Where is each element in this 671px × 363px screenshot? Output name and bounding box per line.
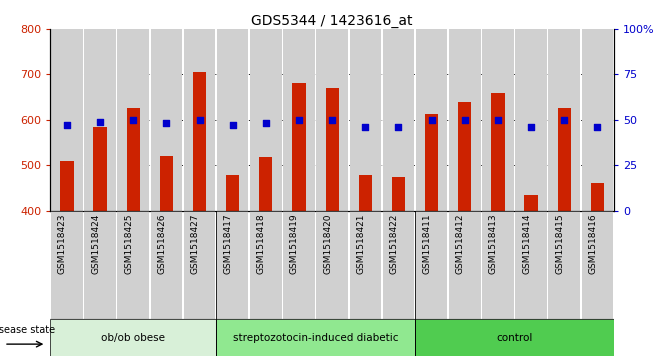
Bar [93, 127, 107, 211]
Bar [293, 83, 305, 211]
Point [493, 117, 503, 123]
Text: GSM1518421: GSM1518421 [356, 214, 365, 274]
Point [227, 122, 238, 128]
Text: GSM1518411: GSM1518411 [423, 214, 431, 274]
Bar [325, 88, 339, 211]
Bar [425, 114, 438, 211]
Bar [117, 211, 149, 319]
Point [95, 119, 105, 125]
Bar [85, 211, 116, 319]
Bar [150, 211, 182, 319]
Text: GSM1518422: GSM1518422 [389, 214, 399, 274]
Point [62, 122, 72, 128]
Bar [127, 109, 140, 211]
Bar [449, 211, 480, 319]
Text: control: control [497, 333, 533, 343]
Bar [382, 29, 414, 211]
Bar [515, 29, 547, 211]
Point [260, 121, 271, 126]
Bar [193, 72, 206, 211]
Bar [85, 29, 116, 211]
Text: GSM1518427: GSM1518427 [191, 214, 199, 274]
Bar [50, 319, 216, 356]
Bar [150, 29, 182, 211]
Bar [259, 158, 272, 211]
Text: GSM1518413: GSM1518413 [489, 214, 498, 274]
Bar [216, 319, 415, 356]
Bar [250, 29, 282, 211]
Bar [226, 175, 240, 211]
Bar [250, 211, 282, 319]
Point [360, 124, 370, 130]
Bar [359, 175, 372, 211]
Bar [415, 319, 614, 356]
Bar [558, 109, 571, 211]
Bar [51, 211, 83, 319]
Bar [525, 195, 537, 211]
Text: GSM1518425: GSM1518425 [124, 214, 134, 274]
Bar [590, 183, 604, 211]
Point [294, 117, 305, 123]
Text: GSM1518418: GSM1518418 [257, 214, 266, 274]
Point [592, 124, 603, 130]
Bar [350, 211, 381, 319]
Point [460, 117, 470, 123]
Text: GSM1518423: GSM1518423 [58, 214, 67, 274]
Bar [449, 29, 480, 211]
Text: GSM1518412: GSM1518412 [456, 214, 465, 274]
Bar [160, 156, 173, 211]
Bar [392, 178, 405, 211]
Bar [51, 29, 83, 211]
Bar [317, 29, 348, 211]
Point [559, 117, 570, 123]
Bar [283, 29, 315, 211]
Text: disease state: disease state [0, 325, 55, 335]
Text: GSM1518414: GSM1518414 [522, 214, 531, 274]
Text: GSM1518417: GSM1518417 [223, 214, 233, 274]
Text: GSM1518416: GSM1518416 [588, 214, 597, 274]
Bar [515, 211, 547, 319]
Point [128, 117, 139, 123]
Text: streptozotocin-induced diabetic: streptozotocin-induced diabetic [233, 333, 399, 343]
Text: ob/ob obese: ob/ob obese [101, 333, 165, 343]
Point [194, 117, 205, 123]
Bar [184, 29, 215, 211]
Bar [582, 211, 613, 319]
Text: GSM1518420: GSM1518420 [323, 214, 332, 274]
Bar [482, 29, 514, 211]
Bar [548, 29, 580, 211]
Bar [217, 29, 248, 211]
Bar [491, 94, 505, 211]
Text: GSM1518419: GSM1518419 [290, 214, 299, 274]
Text: GSM1518426: GSM1518426 [158, 214, 166, 274]
Bar [117, 29, 149, 211]
Bar [217, 211, 248, 319]
Bar [382, 211, 414, 319]
Bar [482, 211, 514, 319]
Bar [548, 211, 580, 319]
Bar [317, 211, 348, 319]
Bar [283, 211, 315, 319]
Point [525, 124, 536, 130]
Bar [416, 211, 448, 319]
Point [327, 117, 338, 123]
Title: GDS5344 / 1423616_at: GDS5344 / 1423616_at [252, 14, 413, 28]
Bar [350, 29, 381, 211]
Point [426, 117, 437, 123]
Bar [60, 160, 74, 211]
Text: GSM1518415: GSM1518415 [555, 214, 564, 274]
Bar [458, 102, 472, 211]
Bar [184, 211, 215, 319]
Point [393, 124, 404, 130]
Bar [582, 29, 613, 211]
Text: GSM1518424: GSM1518424 [91, 214, 100, 274]
Bar [416, 29, 448, 211]
Point [161, 121, 172, 126]
